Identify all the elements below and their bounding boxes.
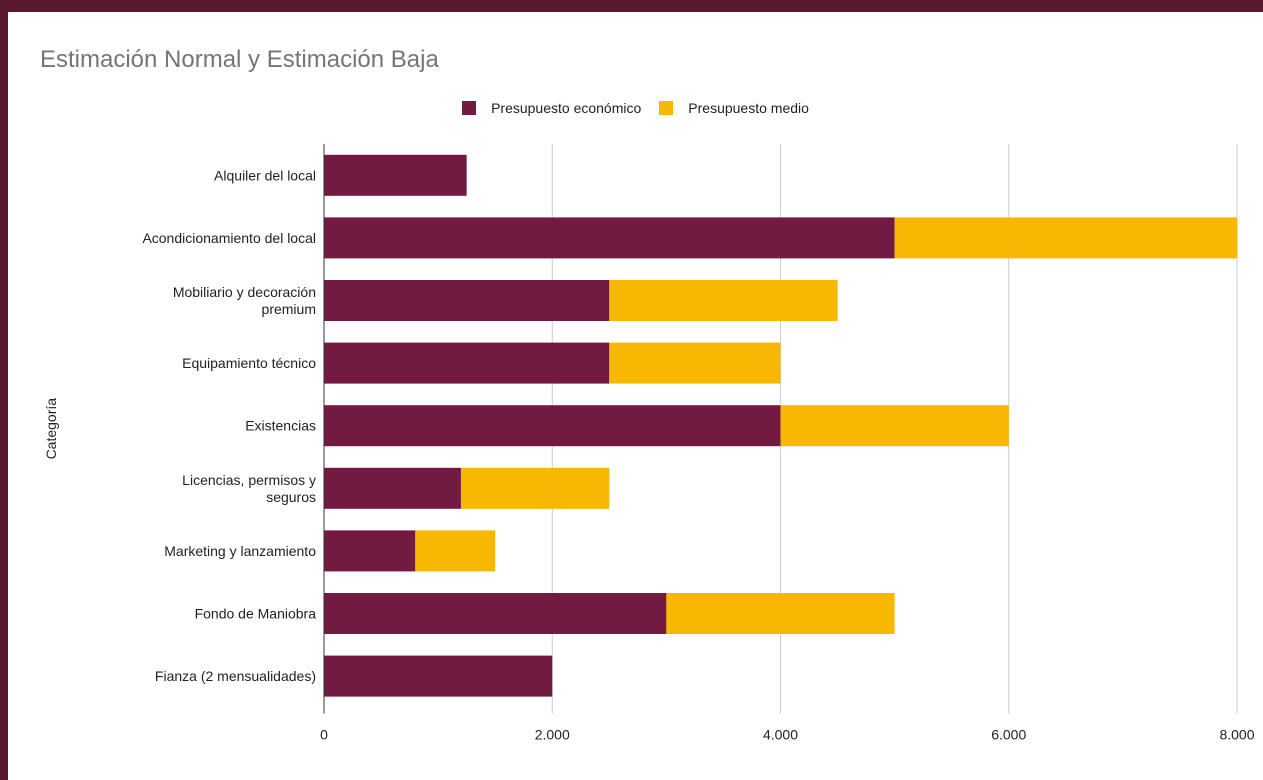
legend-label-medio: Presupuesto medio xyxy=(688,100,809,116)
y-axis-title: Categoría xyxy=(43,398,59,460)
category-label-0: Alquiler del local xyxy=(214,167,316,183)
bar-economico-8 xyxy=(324,655,553,697)
bar-economico-4 xyxy=(324,405,781,447)
x-tick-label-0: 0 xyxy=(320,726,328,742)
category-label-7: Fondo de Maniobra xyxy=(195,606,317,622)
category-label-2: Mobiliario y decoración premium xyxy=(173,284,316,317)
x-tick-label-4: 8.000 xyxy=(1219,726,1254,742)
bar-economico-7 xyxy=(324,593,667,634)
bar-medio-1 xyxy=(894,217,1237,259)
bar-medio-3 xyxy=(609,342,781,384)
bar-medio-7 xyxy=(666,593,895,634)
category-label-1: Acondicionamiento del local xyxy=(142,230,316,246)
category-label-6: Marketing y lanzamiento xyxy=(164,543,316,559)
bar-economico-1 xyxy=(324,217,895,259)
bar-medio-4 xyxy=(780,405,1009,447)
legend-swatch-medio xyxy=(659,101,674,115)
x-tick-label-2: 4.000 xyxy=(763,726,798,742)
x-tick-label-3: 6.000 xyxy=(991,726,1026,742)
category-label-4: Existencias xyxy=(245,418,316,434)
legend-label-economico: Presupuesto económico xyxy=(491,100,642,116)
category-label-5: Licencias, permisos y seguros xyxy=(182,472,316,505)
bar-economico-0 xyxy=(324,154,467,196)
bar-medio-2 xyxy=(609,280,838,321)
category-label-3: Equipamiento técnico xyxy=(182,355,316,371)
bar-economico-6 xyxy=(324,530,416,572)
legend-item-economico[interactable]: Presupuesto económico xyxy=(462,100,641,116)
bar-medio-6 xyxy=(415,530,496,572)
chart-title: Estimación Normal y Estimación Baja xyxy=(40,46,439,73)
legend-swatch-economico xyxy=(462,101,477,115)
bar-economico-3 xyxy=(324,342,610,384)
legend: Presupuesto económico Presupuesto medio xyxy=(8,100,1263,116)
chart-card: Estimación Normal y Estimación Baja Pres… xyxy=(8,12,1263,780)
bar-economico-2 xyxy=(324,280,610,321)
x-tick-label-1: 2.000 xyxy=(535,726,570,742)
bar-medio-5 xyxy=(460,467,610,509)
bar-economico-5 xyxy=(324,467,461,509)
bar-chart: Alquiler del local Acondicionamiento del … xyxy=(43,144,1255,742)
legend-item-medio[interactable]: Presupuesto medio xyxy=(659,100,809,116)
category-label-8: Fianza (2 mensualidades) xyxy=(155,668,316,684)
